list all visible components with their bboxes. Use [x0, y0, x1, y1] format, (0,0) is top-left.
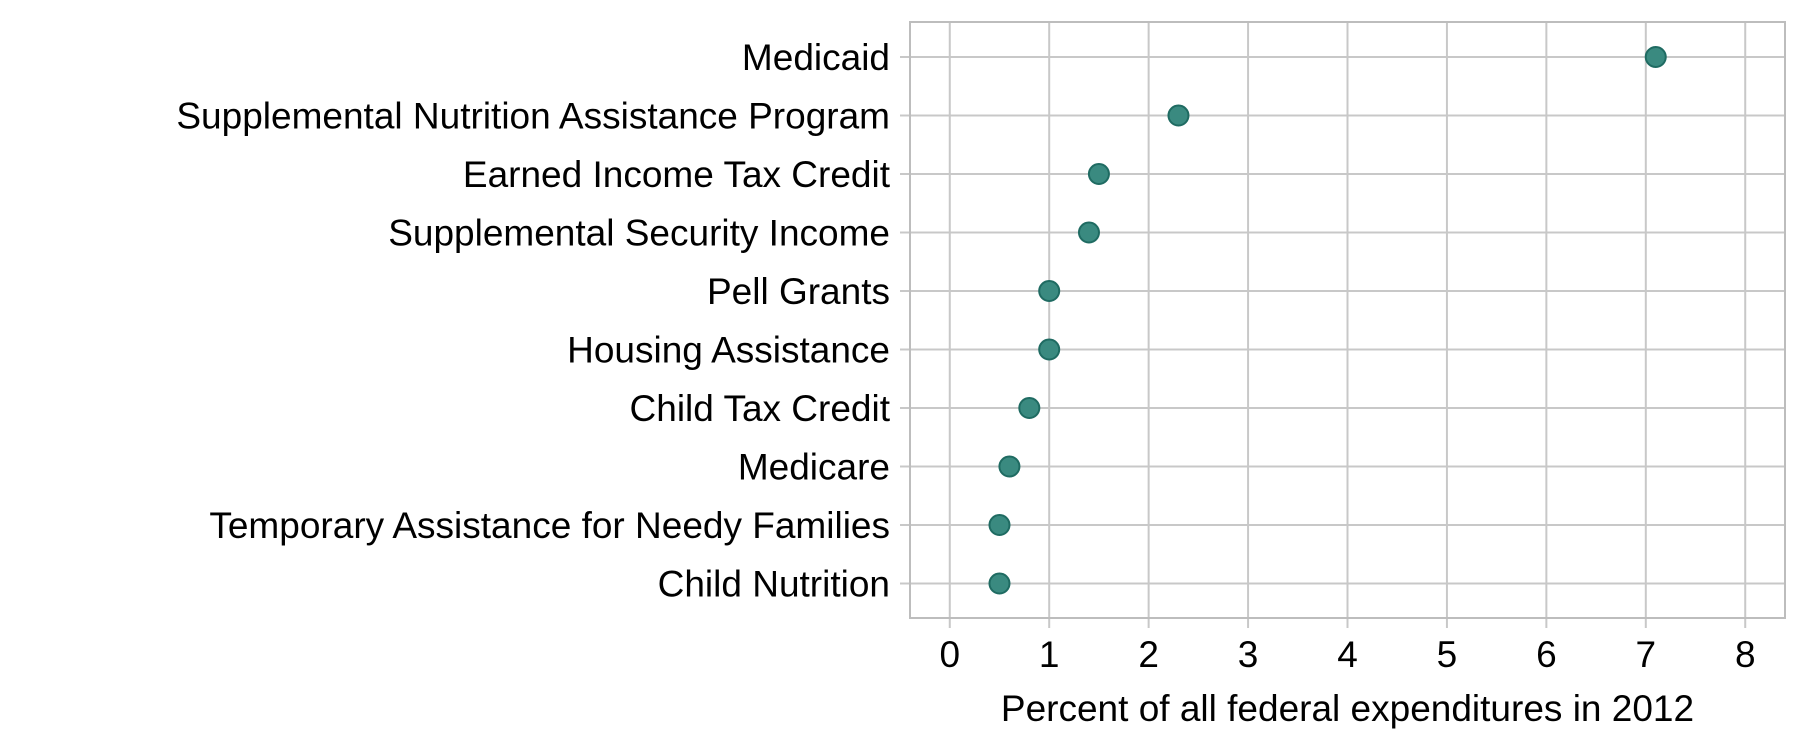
- data-point: [1087, 163, 1110, 185]
- data-point: [988, 514, 1011, 536]
- category-labels: Medicaid Supplemental Nutrition Assistanc…: [176, 37, 890, 605]
- x-tick-label: 1: [1039, 634, 1060, 675]
- category-label: Pell Grants: [707, 271, 890, 312]
- x-tick-label: 8: [1735, 634, 1756, 675]
- data-points: [988, 46, 1667, 595]
- data-point: [988, 572, 1011, 595]
- x-tick-label: 2: [1138, 634, 1159, 675]
- x-tick-label: 0: [939, 634, 960, 675]
- data-point: [1167, 104, 1190, 127]
- category-label: Child Nutrition: [658, 564, 890, 605]
- data-point: [1077, 221, 1100, 244]
- category-label: Temporary Assistance for Needy Families: [209, 505, 890, 546]
- category-label: Medicare: [738, 447, 890, 488]
- plot-frame: [909, 21, 1786, 619]
- category-label: Supplemental Nutrition Assistance Progra…: [176, 96, 890, 137]
- grid-layer: [900, 22, 1785, 628]
- x-tick-label: 7: [1636, 634, 1657, 675]
- x-tick-label: 5: [1437, 634, 1458, 675]
- category-label: Earned Income Tax Credit: [463, 154, 891, 195]
- data-point: [1038, 280, 1061, 302]
- x-tick-label: 3: [1238, 634, 1259, 675]
- data-point: [1038, 338, 1061, 361]
- x-tick-labels: 0 1 2 3 4 5 6 7 8: [939, 634, 1755, 675]
- data-point: [998, 455, 1021, 478]
- x-tick-label: 6: [1536, 634, 1557, 675]
- data-point: [1018, 397, 1041, 419]
- category-label: Child Tax Credit: [630, 388, 891, 429]
- x-tick-label: 4: [1337, 634, 1358, 675]
- x-axis-title: Percent of all federal expenditures in 2…: [1001, 688, 1694, 729]
- category-label: Medicaid: [742, 37, 890, 78]
- data-point: [1644, 46, 1667, 68]
- category-label: Supplemental Security Income: [388, 213, 890, 254]
- category-label: Housing Assistance: [567, 330, 890, 371]
